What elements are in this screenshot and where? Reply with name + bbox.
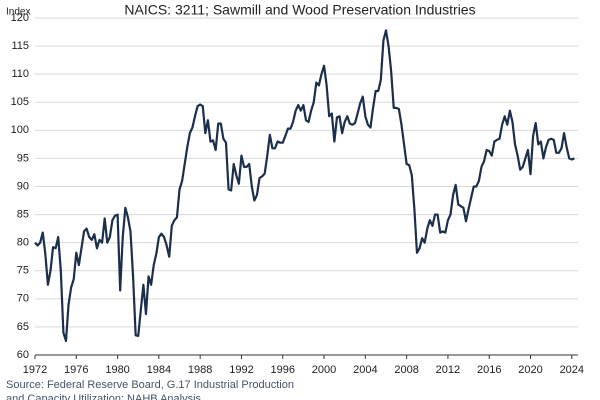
x-tick-label: 2004: [353, 364, 377, 376]
y-tick-label: 75: [17, 265, 29, 277]
x-tick-label: 2016: [477, 364, 501, 376]
y-tick-label: 65: [17, 321, 29, 333]
x-tick-label: 1988: [188, 364, 212, 376]
source-note: Source: Federal Reserve Board, G.17 Indu…: [6, 379, 294, 400]
y-tick-label: 60: [17, 349, 29, 361]
y-tick-label: 110: [11, 68, 29, 80]
y-tick-label: 115: [11, 40, 29, 52]
x-tick-label: 1972: [23, 364, 47, 376]
x-tick-label: 2020: [518, 364, 542, 376]
x-tick-label: 1976: [64, 364, 88, 376]
x-tick-label: 1992: [229, 364, 253, 376]
chart-title: NAICS: 3211; Sawmill and Wood Preservati…: [124, 2, 475, 18]
x-tick-label: 2000: [312, 364, 336, 376]
x-tick-label: 2012: [436, 364, 460, 376]
y-tick-label: 70: [17, 293, 29, 305]
y-tick-label: 120: [11, 12, 29, 24]
y-axis-label: Index: [6, 7, 30, 18]
y-tick-label: 100: [11, 124, 29, 136]
y-tick-label: 90: [17, 180, 29, 192]
y-tick-label: 95: [17, 152, 29, 164]
y-tick-label: 80: [17, 237, 29, 249]
y-tick-label: 105: [11, 96, 29, 108]
data-line: [34, 29, 575, 343]
x-tick-label: 1984: [147, 364, 171, 376]
y-tick-label: 85: [17, 208, 29, 220]
x-tick-label: 2008: [394, 364, 418, 376]
x-tick-label: 1996: [271, 364, 295, 376]
x-tick-label: 2024: [560, 364, 584, 376]
x-tick-label: 1980: [105, 364, 129, 376]
